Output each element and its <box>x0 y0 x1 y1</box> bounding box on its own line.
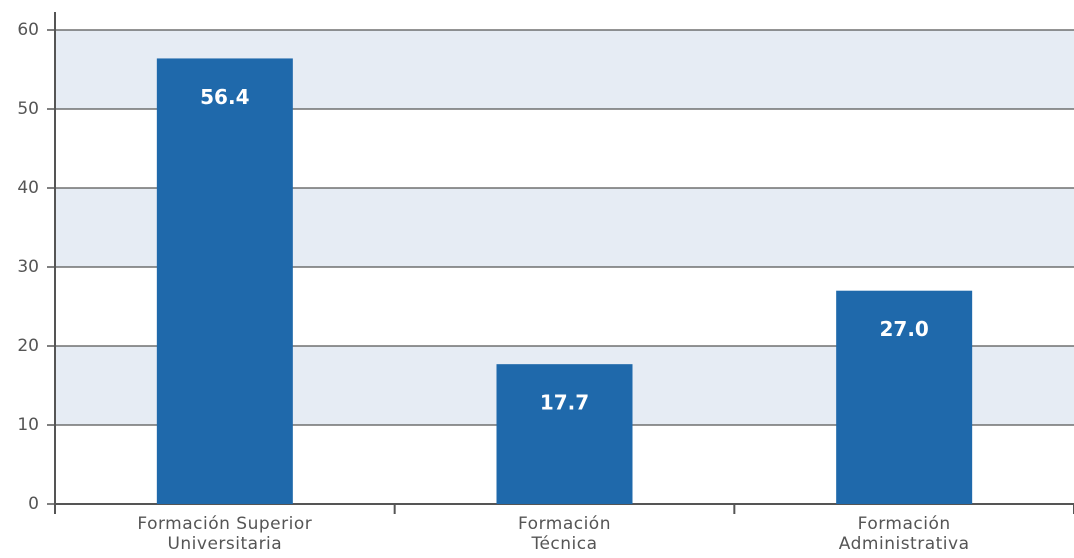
data-label: 56.4 <box>200 85 249 109</box>
bar <box>496 364 633 504</box>
x-tick-label: Formación Superior Universitaria <box>137 514 313 554</box>
y-tick-label: 60 <box>17 20 39 40</box>
data-label: 27.0 <box>879 317 928 341</box>
bar <box>836 290 973 504</box>
x-tick-label-box: Formación Superior Universitaria <box>137 514 313 554</box>
y-tick-label: 20 <box>17 336 39 356</box>
x-tick-label-box: Formación Técnica <box>518 514 611 554</box>
y-tick-label: 0 <box>28 494 39 514</box>
bar <box>156 58 293 504</box>
data-label: 17.7 <box>540 391 589 415</box>
x-tick-label: Formación Técnica <box>518 514 611 554</box>
x-tick-label: Formación Administrativa <box>838 514 970 554</box>
y-tick-label: 50 <box>17 99 39 119</box>
y-tick-label: 40 <box>17 178 39 198</box>
y-tick-label: 10 <box>17 415 39 435</box>
x-tick-label-box: Formación Administrativa <box>838 514 970 554</box>
y-tick-label: 30 <box>17 257 39 277</box>
